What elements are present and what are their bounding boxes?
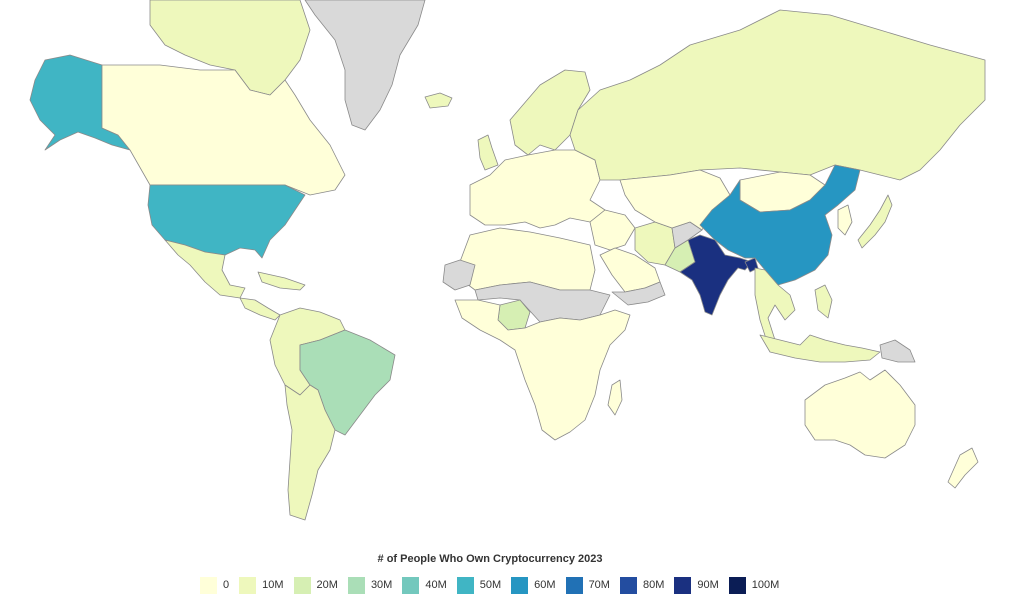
legend-swatch xyxy=(728,576,746,594)
region-north-africa[interactable] xyxy=(454,227,596,291)
region-united-kingdom[interactable] xyxy=(477,134,499,171)
region-indonesia[interactable] xyxy=(759,334,881,363)
region-central-america[interactable] xyxy=(239,297,281,321)
legend-swatch xyxy=(347,576,365,594)
legend-swatch xyxy=(200,576,217,594)
region-central-southern-africa[interactable] xyxy=(454,299,631,441)
legend-label: 70M xyxy=(588,579,610,591)
legend-item: 100M xyxy=(728,576,780,594)
legend-item: 60M xyxy=(511,576,556,594)
region-iceland[interactable] xyxy=(424,92,453,109)
legend-swatch xyxy=(565,576,583,594)
region-canada[interactable] xyxy=(101,64,346,196)
legend-item: 30M xyxy=(347,576,393,594)
legend-item: 90M xyxy=(674,576,719,594)
region-madagascar[interactable] xyxy=(607,379,623,416)
region-middle-east[interactable] xyxy=(589,209,636,251)
legend-label: 80M xyxy=(642,579,665,591)
legend-label: 50M xyxy=(479,579,502,591)
region-yemen-oman[interactable] xyxy=(611,281,666,306)
legend-title: # of People Who Own Cryptocurrency 2023 xyxy=(377,553,603,565)
legend-label: 60M xyxy=(534,579,556,591)
legend-label: 40M xyxy=(425,579,447,591)
region-mexico[interactable] xyxy=(164,239,246,299)
world-map xyxy=(29,0,986,521)
region-caribbean[interactable] xyxy=(257,271,306,291)
region-western-sahara[interactable] xyxy=(442,259,476,291)
region-korea[interactable] xyxy=(837,204,853,236)
legend-swatch xyxy=(402,576,420,594)
legend-swatch xyxy=(619,576,637,594)
legend-item: 70M xyxy=(565,576,610,594)
region-new-zealand[interactable] xyxy=(947,447,979,489)
legend-swatch xyxy=(456,576,474,594)
legend-item: 10M xyxy=(239,576,284,594)
region-russia[interactable] xyxy=(569,9,986,181)
legend-item: 20M xyxy=(293,576,338,594)
region-greenland[interactable] xyxy=(304,0,426,131)
region-south-america-south[interactable] xyxy=(284,384,336,521)
legend-label: 20M xyxy=(316,579,338,591)
legend-label: 100M xyxy=(751,579,780,591)
legend-swatch xyxy=(239,576,257,594)
legend-swatch xyxy=(511,576,529,594)
region-united-states[interactable] xyxy=(147,184,306,259)
legend-label: 30M xyxy=(370,579,393,591)
legend-label: 0 xyxy=(223,579,230,591)
region-papua-new-guinea[interactable] xyxy=(879,339,916,363)
legend-swatch xyxy=(293,576,311,594)
legend-item: 80M xyxy=(619,576,665,594)
region-india[interactable] xyxy=(679,234,753,316)
legend-item: 40M xyxy=(402,576,447,594)
region-philippines[interactable] xyxy=(814,284,833,319)
legend: 0 10M 20M 30M 40M 50M 60M 70M 80M 90M 100M xyxy=(200,576,789,594)
legend-item: 0 xyxy=(200,576,230,594)
legend-swatch xyxy=(674,576,692,594)
legend-label: 10M xyxy=(262,579,284,591)
region-japan[interactable] xyxy=(857,194,893,249)
legend-label: 90M xyxy=(697,579,719,591)
region-southeast-asia[interactable] xyxy=(754,267,796,346)
legend-item: 50M xyxy=(456,576,502,594)
region-australia[interactable] xyxy=(804,369,916,459)
